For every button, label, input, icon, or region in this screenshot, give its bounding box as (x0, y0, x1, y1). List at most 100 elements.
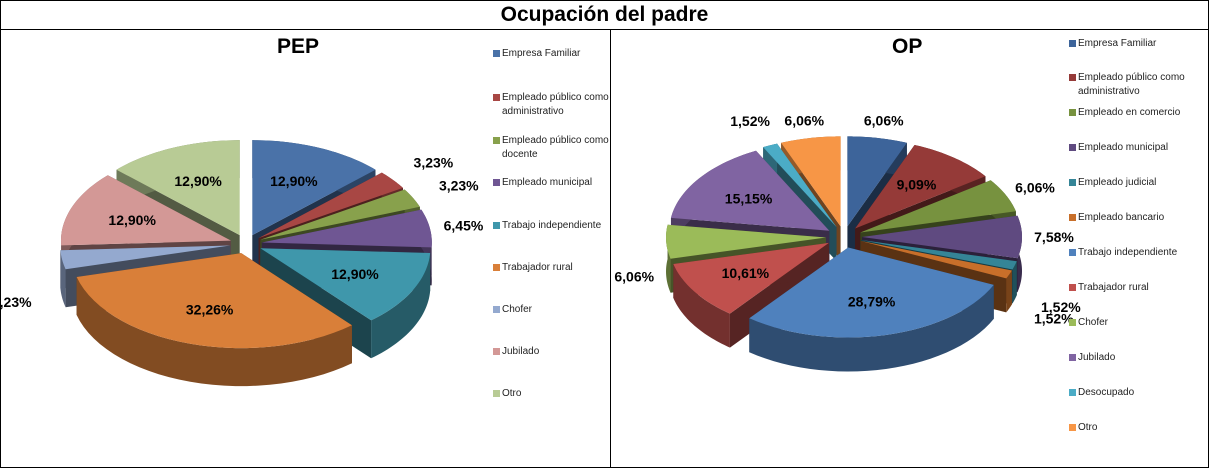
data-label: 6,45% (444, 217, 484, 233)
data-label: 6,06% (1015, 180, 1055, 196)
legend-item: Jubilado (493, 345, 612, 359)
legend-label: Chofer (502, 304, 533, 315)
chart-title: OP (892, 35, 923, 58)
pie-pep: 12,90% 3,23% 3,23% 6,45% 12,90% 32,26% 3,23% 12… (1, 140, 484, 387)
pie-slice-8 (666, 224, 827, 259)
legend-item: Chofer (1069, 316, 1208, 330)
chart-title: PEP (277, 35, 320, 58)
legend-swatch (1069, 214, 1076, 221)
legend-label: Trabajador rural (502, 262, 573, 273)
legend-item: Trabajo independiente (493, 219, 612, 233)
pie-slice-8 (116, 140, 240, 236)
data-label: 32,26% (186, 301, 234, 317)
legend-item: Empleado en comercio (1069, 106, 1208, 120)
data-label: 12,90% (174, 173, 222, 189)
pie-slice-6 (60, 245, 231, 270)
data-label: 9,09% (897, 177, 937, 193)
slice-side (76, 276, 352, 387)
legend-label: Empleado judicial (1078, 177, 1157, 188)
pie-slice-1 (258, 172, 403, 239)
legend-label: Trabajador rural (1078, 282, 1149, 293)
legend-label: Empleado público como administrativo (1078, 72, 1185, 97)
legend-item: Empresa Familiar (1069, 37, 1208, 51)
legend-swatch (493, 50, 500, 57)
legend-swatch (493, 137, 500, 144)
pie-slice-7 (60, 175, 231, 246)
legend-swatch (1069, 40, 1076, 47)
pie-slice-3 (862, 215, 1022, 259)
legend-item: Trabajador rural (493, 261, 612, 275)
data-label: 6,06% (614, 269, 654, 285)
legend-item: Empleado público como administrativo (493, 91, 612, 119)
data-label: 6,06% (864, 112, 904, 128)
legend-label: Empleado en comercio (1078, 107, 1181, 118)
data-label: 12,90% (108, 212, 156, 228)
data-label: 1,52% (1034, 311, 1074, 327)
legend-label: Empleado bancario (1078, 212, 1165, 223)
chart-pep: PEP 12,90% 3,23% 3,23% 6,45% 12,90% 32,26% 3,2… (0, 29, 611, 468)
legend-label: Jubilado (502, 346, 540, 357)
legend-swatch (493, 348, 500, 355)
legend-label: Desocupado (1078, 387, 1135, 398)
legend-item: Otro (493, 387, 612, 401)
legend-item: Desocupado (1069, 386, 1208, 400)
legend-swatch (493, 306, 500, 313)
legend-swatch (1069, 249, 1076, 256)
legend-label: Empleado público como docente (502, 135, 609, 160)
slice-side (673, 264, 730, 348)
legend-item: Chofer (493, 303, 612, 317)
legend-item: Jubilado (1069, 351, 1208, 365)
slice-side (1012, 261, 1017, 304)
pie-slice-1 (855, 144, 986, 229)
legend-item: Empleado público como administrativo (1069, 71, 1208, 99)
legend-swatch (1069, 109, 1076, 116)
legend-swatch (493, 222, 500, 229)
pie-slice-9 (670, 150, 830, 231)
legend-swatch (1069, 284, 1076, 291)
pie-slice-4 (861, 240, 1017, 270)
slice-side (60, 250, 66, 308)
legend-swatch (493, 179, 500, 186)
pie-slice-5 (76, 253, 352, 349)
legend-swatch (493, 390, 500, 397)
legend-swatch (1069, 319, 1076, 326)
legend-item: Empleado municipal (493, 176, 612, 190)
legend-item: Otro (1069, 421, 1208, 435)
data-label: 7,58% (1034, 229, 1074, 245)
legend-item: Empleado municipal (1069, 141, 1208, 155)
pie-slice-10 (763, 143, 837, 228)
pie-slice-4 (260, 248, 431, 321)
data-label: 10,61% (722, 265, 770, 281)
pie-slice-7 (673, 242, 829, 314)
legend-item: Trabajador rural (1069, 281, 1208, 295)
slice-side (1006, 270, 1012, 313)
legend-label: Empleado municipal (502, 177, 593, 188)
legend-label: Empresa Familiar (1078, 38, 1157, 49)
legend-label: Otro (1078, 422, 1098, 433)
page-title: Ocupación del padre (0, 0, 1209, 30)
legend-swatch (493, 94, 500, 101)
legend-label: Otro (502, 388, 522, 399)
legend-label: Empleado municipal (1078, 142, 1169, 153)
legend-swatch (1069, 424, 1076, 431)
slice-side (749, 284, 994, 372)
data-label: 28,79% (848, 294, 896, 310)
data-label: 6,06% (784, 112, 824, 128)
slice-side (371, 253, 431, 359)
data-label: 1,52% (730, 113, 770, 129)
data-label: 3,23% (1, 294, 32, 310)
data-label: 15,15% (725, 190, 773, 206)
pie-slice-0 (847, 136, 907, 227)
legend-item: Empleado judicial (1069, 176, 1208, 190)
legend-item: Empleado bancario (1069, 211, 1208, 225)
legend-swatch (1069, 389, 1076, 396)
pie-slice-0 (252, 140, 376, 236)
pie-slice-3 (261, 209, 432, 248)
pie-slice-2 (860, 180, 1016, 233)
legend-label: Jubilado (1078, 352, 1116, 363)
legend-label: Trabajo independiente (1078, 247, 1178, 258)
data-label: 12,90% (270, 173, 318, 189)
legend-item: Empleado público como docente (493, 134, 612, 162)
legend-label: Empresa Familiar (502, 48, 581, 59)
